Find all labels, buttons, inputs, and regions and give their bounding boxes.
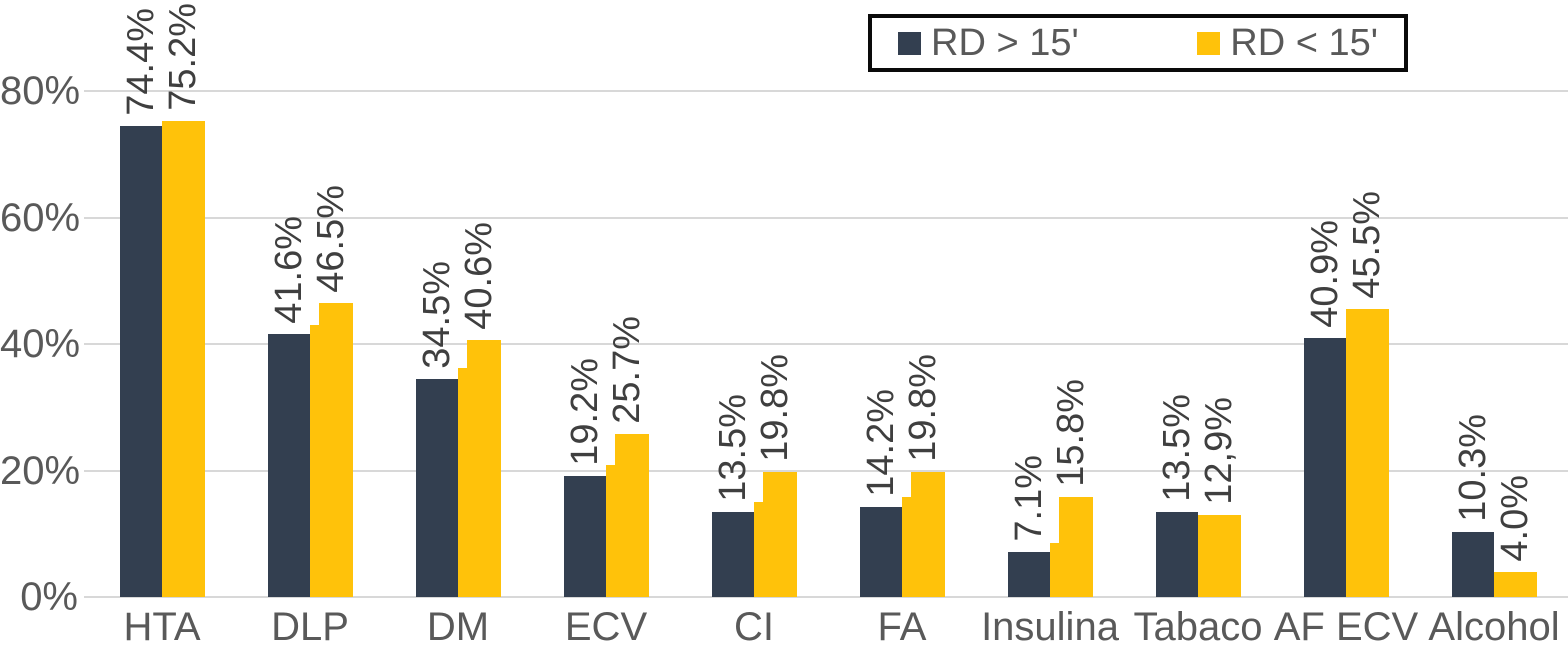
value-label-rd-lt-15: 25.7% [606,316,648,424]
bar-rd-lt-15-step [1049,543,1059,597]
bar-group: 40.9% 45.5% AF ECV [1272,0,1420,657]
value-label-rd-gt-15: 41.6% [267,216,310,324]
bar-rd-lt-15-step [605,465,615,597]
bar-rd-lt-15-step [753,502,763,597]
value-label-rd-lt-15: 12,9% [1198,397,1240,505]
bar-rd-gt-15: 13.5% [1155,394,1198,597]
bar-rd-gt-15: 10.3% [1451,414,1494,597]
bar-rd-lt-15 [1493,572,1537,597]
bar-rd-lt-15 [1345,309,1389,597]
bar-group: 19.2% 25.7% ECV [532,0,680,657]
bar-rd-lt-15 [1058,497,1093,597]
legend-label-rd-lt-15: RD < 15' [1230,21,1378,64]
category-label: Tabaco [1133,604,1263,649]
gridline [84,343,1568,345]
bar-rd-gt-15: 19.2% [563,358,606,597]
bar-rd-gt-15: 41.6% [267,216,310,597]
bar-rd-gt-15: 40.9% [1303,220,1346,597]
bar-rd-lt-15 [762,472,797,597]
value-label-rd-gt-15: 19.2% [563,358,606,466]
bar-rd-gt-15: 14.2% [859,389,902,597]
value-label-rd-gt-15: 13.5% [711,394,754,502]
value-label-rd-gt-15: 14.2% [859,389,902,497]
category-label: DLP [271,604,349,649]
legend: RD > 15' RD < 15' [868,14,1408,72]
bar-rd-lt-15 [161,121,205,597]
category-label: AF ECV [1273,604,1419,649]
bar-rd-lt-15-step [309,325,319,597]
bar-rd-lt-15-step [901,497,911,597]
bar-rd-gt-15: 74.4% [119,8,162,597]
bar-rd-lt-15 [1197,515,1241,597]
legend-item-rd-lt-15: RD < 15' [1197,22,1378,65]
value-label-rd-gt-15: 7.1% [1007,455,1050,542]
bar-rd-lt-15 [318,303,353,597]
bar-group: 7.1% 15.8% Insulina [976,0,1124,657]
gridline [84,470,1568,472]
plot-groups: 74.4% 75.2% HTA 41.6% 46.5% DLP 34.5% 40.6% DM 19… [88,0,1568,657]
value-label-rd-lt-15: 45.5% [1346,191,1388,299]
category-label: Alcohol [1428,604,1560,649]
value-label-rd-lt-15: 19.8% [754,354,796,462]
legend-label-rd-gt-15: RD > 15' [931,21,1079,64]
gridline [84,596,1568,598]
category-label: HTA [123,604,201,649]
y-tick-label: 40% [0,322,81,366]
y-tick-label: 60% [0,196,81,240]
legend-item-rd-gt-15: RD > 15' [898,22,1079,65]
value-label-rd-lt-15: 15.8% [1050,379,1092,487]
category-label: Insulina [981,604,1119,649]
bar-rd-gt-15: 7.1% [1007,455,1050,597]
legend-swatch-yellow-icon [1197,31,1221,55]
bar-group: 41.6% 46.5% DLP [236,0,384,657]
gridline [84,217,1568,219]
bar-rd-lt-15-step [457,368,467,597]
value-label-rd-gt-15: 74.4% [119,8,162,116]
value-label-rd-lt-15: 4.0% [1494,475,1536,562]
category-label: ECV [564,604,648,649]
bar-group: 74.4% 75.2% HTA [88,0,236,657]
bar-rd-gt-15: 13.5% [711,394,754,597]
gridline [84,90,1568,92]
value-label-rd-gt-15: 40.9% [1303,220,1346,328]
category-label: DM [426,604,490,649]
category-label: FA [877,604,927,649]
bar-group: 14.2% 19.8% FA [828,0,976,657]
bar-rd-gt-15: 34.5% [415,261,458,597]
bar-group: 13.5% 12,9% Tabaco [1124,0,1272,657]
bar-rd-lt-15 [910,472,945,597]
y-tick-label: 20% [0,449,81,493]
bar-group: 34.5% 40.6% DM [384,0,532,657]
y-tick-label: 0% [20,575,78,619]
value-label-rd-lt-15: 75.2% [162,3,204,111]
y-tick-label: 80% [0,69,81,113]
category-label: CI [734,604,774,649]
value-label-rd-gt-15: 13.5% [1155,394,1198,502]
value-label-rd-lt-15: 19.8% [902,354,944,462]
bar-rd-lt-15 [466,340,501,597]
value-label-rd-gt-15: 10.3% [1451,414,1494,522]
value-label-rd-lt-15: 40.6% [458,222,500,330]
bar-group: 10.3% 4.0% Alcohol [1420,0,1568,657]
legend-swatch-dark-icon [898,31,921,55]
value-label-rd-lt-15: 46.5% [310,185,352,293]
bar-rd-lt-15 [614,434,649,597]
bar-group: 13.5% 19.8% CI [680,0,828,657]
value-label-rd-gt-15: 34.5% [415,261,458,369]
